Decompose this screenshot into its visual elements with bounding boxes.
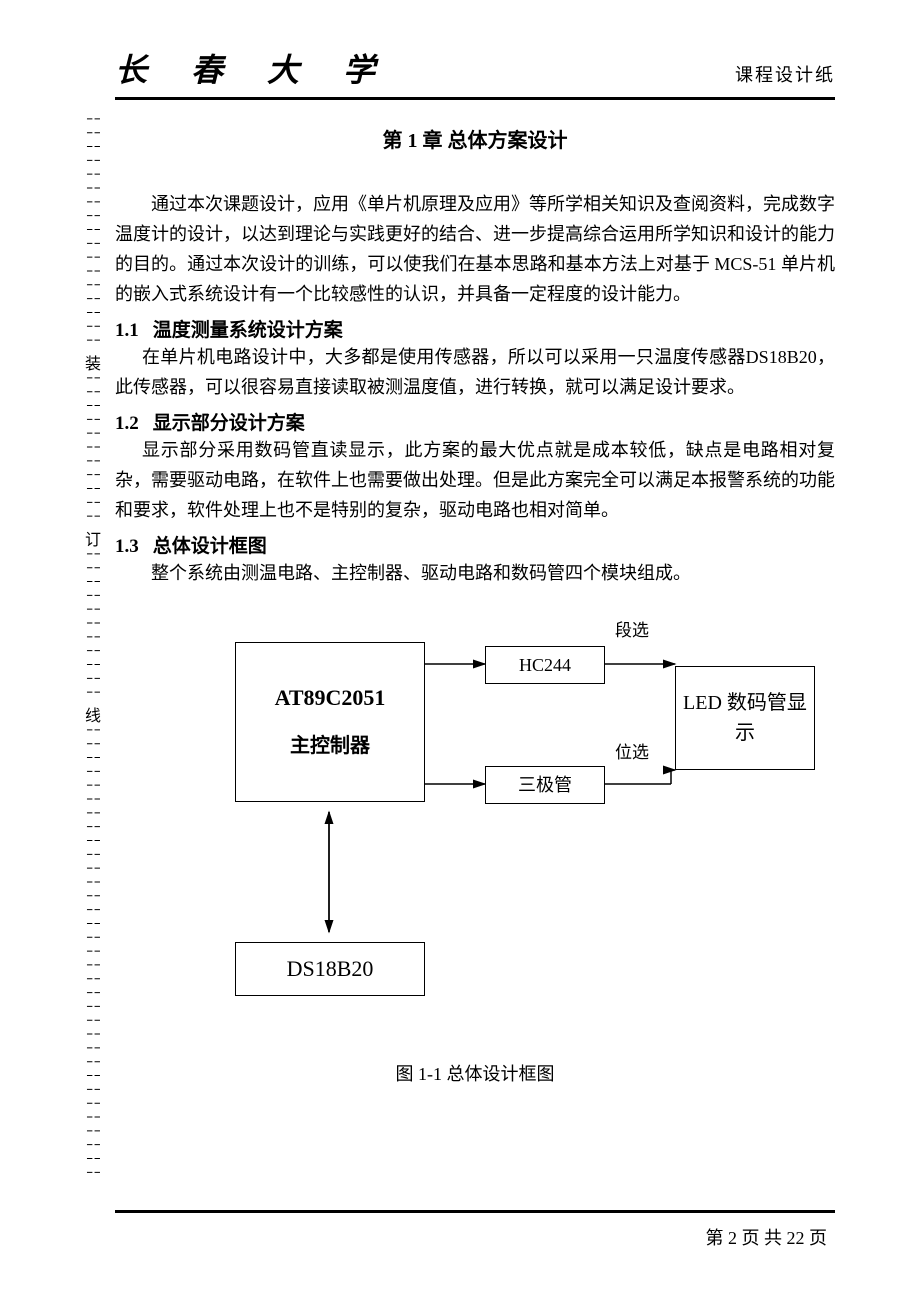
section-num: 1.2: [115, 413, 139, 434]
section-title: 温度测量系统设计方案: [153, 320, 343, 341]
binding-dashes: ╎╎╎╎╎╎╎╎╎╎╎╎╎╎╎╎╎: [85, 115, 101, 350]
section-num: 1.3: [115, 536, 139, 557]
section-num: 1.1: [115, 320, 139, 341]
node-main-line2: 主控制器: [275, 731, 386, 761]
section-1-1-head: 1.1 温度测量系统设计方案: [115, 315, 835, 342]
block-diagram: AT89C2051 主控制器 HC244 三极管 LED 数码管显示 DS18B…: [135, 612, 815, 1042]
intro-paragraph: 通过本次课题设计，应用《单片机原理及应用》等所学相关知识及查阅资料，完成数字温度…: [115, 189, 835, 309]
binding-char-1: 装: [84, 350, 102, 374]
footer-prefix: 第: [706, 1228, 729, 1248]
footer-page-total: 22: [787, 1228, 805, 1248]
node-main-controller: AT89C2051 主控制器: [235, 642, 425, 802]
binding-dashes: ╎╎╎╎╎╎╎╎╎╎╎: [85, 550, 101, 702]
chapter-title: 第 1 章 总体方案设计: [115, 124, 835, 153]
edge-label-segment: 段选: [615, 616, 649, 641]
section-1-3-head: 1.3 总体设计框图: [115, 531, 835, 558]
footer-pagination: 第 2 页 共 22 页: [115, 1224, 835, 1250]
binding-char-2: 订: [84, 526, 102, 550]
footer-suffix: 页: [805, 1228, 828, 1248]
node-hc244: HC244: [485, 646, 605, 684]
edge-label-bit: 位选: [615, 738, 649, 763]
section-1-3-body: 整个系统由测温电路、主控制器、驱动电路和数码管四个模块组成。: [115, 558, 835, 588]
section-1-2-body: 显示部分采用数码管直读显示，此方案的最大优点就是成本较低，缺点是电路相对复杂，需…: [115, 435, 835, 525]
page-header: 长 春 大 学 课程设计纸: [115, 45, 835, 100]
footer-page-current: 2: [728, 1228, 737, 1248]
node-led-display: LED 数码管显示: [675, 666, 815, 770]
binding-char-3: 线: [84, 702, 102, 726]
binding-dashes: ╎╎╎╎╎╎╎╎╎╎╎╎╎╎╎╎╎╎╎╎╎╎╎╎╎╎╎╎╎╎╎╎╎: [85, 726, 101, 1182]
node-transistor: 三极管: [485, 766, 605, 804]
node-ds18b20: DS18B20: [235, 942, 425, 996]
node-main-line1: AT89C2051: [275, 683, 386, 713]
page-body: 长 春 大 学 课程设计纸 第 1 章 总体方案设计 通过本次课题设计，应用《单…: [115, 45, 835, 1086]
section-1-1-body: 在单片机电路设计中，大多都是使用传感器，所以可以采用一只温度传感器DS18B20…: [115, 342, 835, 402]
section-title: 显示部分设计方案: [153, 413, 305, 434]
section-1-2-head: 1.2 显示部分设计方案: [115, 408, 835, 435]
footer-rule: [115, 1210, 835, 1213]
section-title: 总体设计框图: [153, 536, 267, 557]
footer-mid: 页 共: [737, 1228, 787, 1248]
binding-strip: ╎╎╎╎╎╎╎╎╎╎╎╎╎╎╎╎╎ 装 ╎╎╎╎╎╎╎╎╎╎╎ 订 ╎╎╎╎╎╎…: [84, 115, 102, 1075]
university-name: 长 春 大 学: [115, 45, 393, 91]
binding-dashes: ╎╎╎╎╎╎╎╎╎╎╎: [85, 374, 101, 526]
header-subtitle: 课程设计纸: [735, 61, 835, 87]
figure-caption: 图 1-1 总体设计框图: [115, 1060, 835, 1086]
